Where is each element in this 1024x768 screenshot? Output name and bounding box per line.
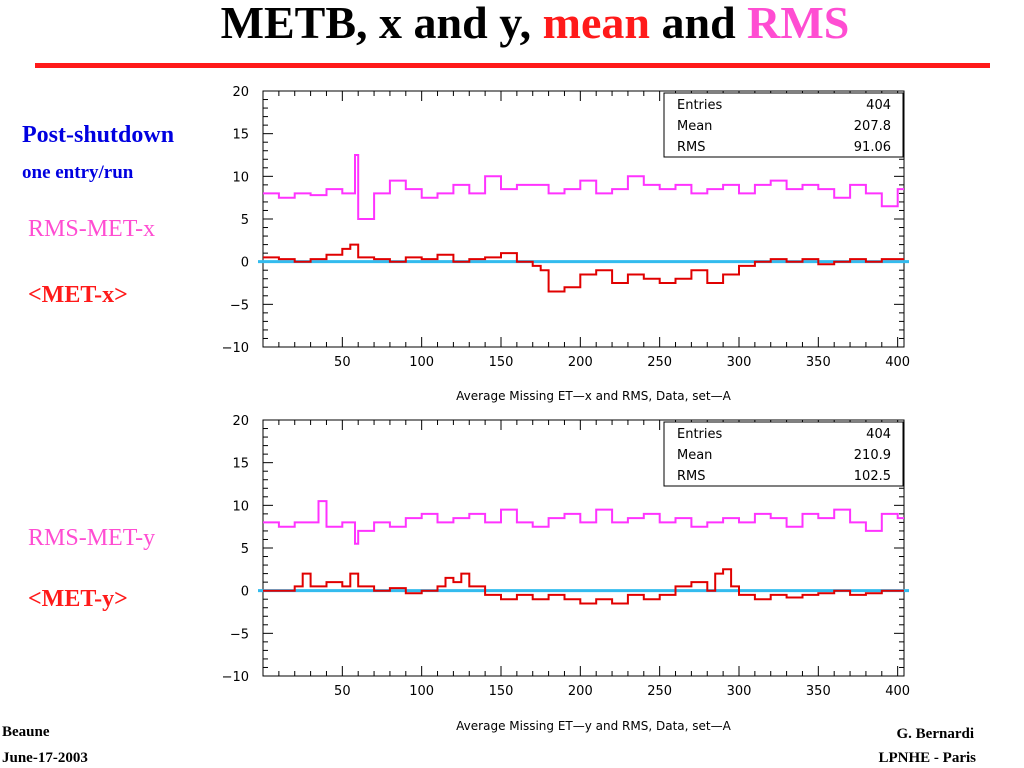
y-tick-label: 15 — [232, 128, 249, 143]
slide-title: METB, x and y, mean and RMS — [0, 0, 1024, 49]
x-tick-label: 300 — [727, 684, 752, 699]
title-rms: RMS — [747, 0, 850, 48]
x-tick-label: 400 — [885, 355, 910, 370]
mean-series-line — [263, 568, 904, 605]
stats-box — [663, 92, 904, 158]
x-tick-label: 50 — [334, 355, 351, 370]
rms-series-line — [263, 154, 904, 220]
stats-value: 207.8 — [854, 119, 891, 134]
y-tick-label: 0 — [241, 256, 249, 271]
y-tick-label: 20 — [232, 85, 249, 100]
stats-value: 404 — [866, 98, 891, 113]
y-tick-label: 0 — [241, 585, 249, 600]
x-tick-label: 400 — [885, 684, 910, 699]
stats-label: Mean — [677, 119, 712, 134]
y-tick-label: −10 — [222, 670, 249, 685]
footer-location: Beaune — [2, 724, 50, 740]
x-tick-label: 250 — [647, 684, 672, 699]
x-axis-label: Average Missing ET—x and RMS, Data, set—… — [456, 389, 731, 403]
plot-met-y: −10 −5 0 5 10 15 20 50 100 150 200 250 300 350 400 Aver… — [222, 414, 911, 733]
y-tick-label: 5 — [241, 542, 249, 557]
x-tick-label: 350 — [806, 355, 831, 370]
x-tick-label: 100 — [409, 684, 434, 699]
x-tick-label: 300 — [727, 355, 752, 370]
x-axis-label: Average Missing ET—y and RMS, Data, set—… — [456, 719, 731, 733]
rms-met-x-label: RMS-MET-x — [28, 216, 156, 242]
stats-value: 404 — [866, 427, 891, 442]
mean-met-x-label: <MET-x> — [28, 282, 128, 308]
y-tick-label: 10 — [232, 499, 249, 514]
y-tick-label: 5 — [241, 213, 249, 228]
rms-met-y-label: RMS-MET-y — [28, 525, 156, 551]
mean-series-line — [263, 243, 904, 293]
mean-met-y-label: <MET-y> — [28, 586, 128, 612]
title-underline — [35, 63, 990, 68]
post-shutdown-label: Post-shutdown — [22, 122, 175, 148]
stats-box — [663, 421, 904, 487]
x-tick-label: 150 — [489, 684, 514, 699]
x-tick-label: 150 — [489, 355, 514, 370]
entry-per-run-label: one entry/run — [22, 162, 134, 183]
x-tick-label: 200 — [568, 355, 593, 370]
title-mean: mean — [542, 0, 650, 48]
x-tick-label: 250 — [647, 355, 672, 370]
x-tick-label: 50 — [334, 684, 351, 699]
title-and: and — [661, 0, 736, 48]
stats-value: 210.9 — [854, 448, 891, 463]
stats-label: RMS — [677, 469, 706, 484]
plot-met-x: −10 −5 0 5 10 15 20 50 100 150 200 250 300 350 400 Aver… — [222, 85, 911, 403]
stats-label: Entries — [677, 427, 723, 442]
stats-value: 91.06 — [854, 140, 891, 155]
y-tick-label: −5 — [230, 298, 249, 313]
footer-author: G. Bernardi — [896, 726, 975, 742]
x-tick-label: 100 — [409, 355, 434, 370]
footer-date: June-17-2003 — [2, 750, 88, 766]
stats-label: Entries — [677, 98, 723, 113]
y-tick-label: −10 — [222, 341, 249, 356]
y-tick-label: −5 — [230, 627, 249, 642]
title-part1: METB, x and y, — [220, 0, 532, 48]
stats-label: RMS — [677, 140, 706, 155]
stats-label: Mean — [677, 448, 712, 463]
stats-value: 102.5 — [854, 469, 891, 484]
x-tick-label: 200 — [568, 684, 593, 699]
rms-series-line — [263, 500, 904, 545]
y-tick-label: 20 — [232, 414, 249, 429]
x-tick-label: 350 — [806, 684, 831, 699]
y-tick-label: 10 — [232, 170, 249, 185]
footer-affiliation: LPNHE - Paris — [878, 750, 977, 766]
y-tick-label: 15 — [232, 457, 249, 472]
